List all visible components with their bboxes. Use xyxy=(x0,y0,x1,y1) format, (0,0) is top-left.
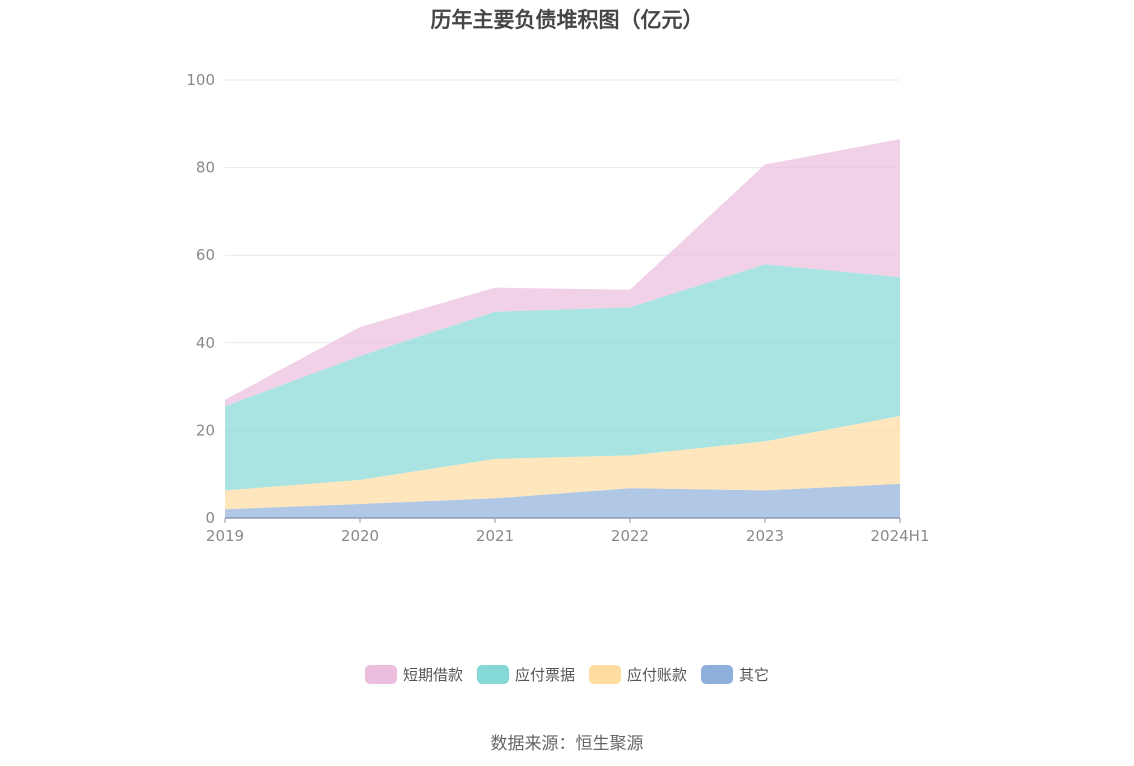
y-tick-label: 80 xyxy=(196,159,215,177)
y-tick-label: 60 xyxy=(196,246,215,264)
y-tick-label: 0 xyxy=(205,509,215,527)
legend-label: 短期借款 xyxy=(402,666,463,684)
area-series-2 xyxy=(225,264,900,491)
legend-item[interactable]: 其它 xyxy=(701,664,769,685)
legend-item[interactable]: 应付票据 xyxy=(476,664,575,685)
area-series-3 xyxy=(225,139,900,407)
legend: 短期借款 应付票据 应付账款 其它 xyxy=(0,664,1134,685)
y-tick-label: 100 xyxy=(186,71,215,89)
area-series xyxy=(225,139,900,518)
x-tick-label: 2024H1 xyxy=(871,527,930,545)
source-note: 数据来源：恒生聚源 xyxy=(490,734,644,754)
area-series-1 xyxy=(225,415,900,510)
legend-swatch xyxy=(701,665,734,684)
x-tick-label: 2021 xyxy=(476,527,514,545)
chart-title: 历年主要负债堆积图（亿元） xyxy=(430,8,704,32)
legend-label: 应付票据 xyxy=(514,666,575,684)
axes: 0 20 40 60 80 100 2019 2020 2021 2022 2023 2024H1 xyxy=(186,71,929,545)
legend-swatch xyxy=(476,665,509,684)
legend-item[interactable]: 应付账款 xyxy=(589,664,687,685)
area-series-0 xyxy=(225,483,900,518)
x-tick-label: 2019 xyxy=(206,527,244,545)
legend-label: 应付账款 xyxy=(627,666,688,684)
x-tick-label: 2020 xyxy=(341,527,379,545)
y-tick-label: 40 xyxy=(196,334,215,352)
legend-label: 其它 xyxy=(739,666,770,684)
legend-item[interactable]: 短期借款 xyxy=(364,664,463,685)
stacked-area-chart: 0 20 40 60 80 100 2019 2020 2021 2022 2023 2024H1 xyxy=(186,71,929,545)
legend-swatch xyxy=(364,665,397,684)
x-tick-label: 2022 xyxy=(611,527,649,545)
legend-swatch xyxy=(589,665,621,684)
x-tick-label: 2023 xyxy=(746,527,784,545)
y-tick-label: 20 xyxy=(196,421,215,439)
